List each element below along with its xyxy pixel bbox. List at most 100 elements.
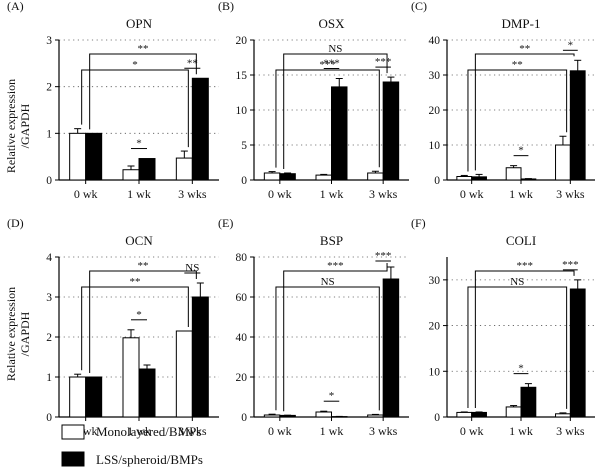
sig-bracket-label-f-3: *** xyxy=(516,260,533,272)
sig-bracket-label-b-2: *** xyxy=(319,59,336,71)
x-tick-label-f-1: 1 wk xyxy=(509,424,533,438)
y-tick-label-b-4: 20 xyxy=(236,35,248,47)
sig-bracket-label-c-3: ** xyxy=(519,43,530,55)
ylabel-bottom-line2: /GAPDH xyxy=(18,311,32,356)
sig-label-b-1: *** xyxy=(375,56,392,68)
legend-swatch-monolayered xyxy=(61,424,85,440)
chart-title-d: OCN xyxy=(125,233,153,248)
y-tick-label-c-2: 20 xyxy=(429,105,441,117)
sig-label-a-0: * xyxy=(136,138,142,150)
bar-a-lss-0 xyxy=(85,132,103,181)
sig-label-b-0: *** xyxy=(323,58,340,70)
bar-b-lss-0 xyxy=(279,173,296,181)
panel-label-c: (C) xyxy=(411,0,427,13)
sig-label-f-1: *** xyxy=(562,259,579,271)
sig-bracket-label-a-2: * xyxy=(132,59,138,71)
sig-label-c-1: * xyxy=(568,39,574,51)
y-tick-label-e-4: 80 xyxy=(236,252,248,264)
x-tick-label-a-0: 0 wk xyxy=(74,187,98,201)
sig-bracket-d-3 xyxy=(89,270,197,373)
y-axis-label-bottom: Relative expression /GAPDH xyxy=(4,287,32,381)
y-tick-label-f-0: 0 xyxy=(434,412,440,424)
y-tick-label-c-3: 30 xyxy=(429,70,441,82)
sig-bracket-e-2 xyxy=(275,286,380,411)
x-tick-label-c-0: 0 wk xyxy=(460,187,484,201)
panel-label-f: (F) xyxy=(411,216,426,230)
x-tick-label-e-1: 1 wk xyxy=(320,424,344,438)
x-tick-label-b-2: 3 wks xyxy=(369,187,398,201)
x-tick-label-b-0: 0 wk xyxy=(268,187,292,201)
y-tick-label-d-3: 3 xyxy=(46,292,52,304)
y-tick-label-a-1: 1 xyxy=(46,128,52,140)
y-tick-label-a-2: 2 xyxy=(46,82,52,94)
y-tick-label-f-1: 10 xyxy=(429,366,441,378)
sig-bracket-e-3 xyxy=(283,263,388,412)
sig-bracket-b-3 xyxy=(283,53,388,169)
sig-label-c-0: * xyxy=(518,145,524,157)
bar-a-monolayered-0 xyxy=(69,132,87,181)
bar-d-monolayered-0 xyxy=(69,376,87,418)
sig-label-d-1: NS xyxy=(185,262,199,274)
legend: Monolayered/BMPs LSS/spheroid/BMPs xyxy=(61,424,203,467)
y-tick-label-b-3: 15 xyxy=(236,70,248,82)
x-tick-label-c-2: 3 wks xyxy=(556,187,585,201)
y-tick-label-c-0: 0 xyxy=(434,175,440,187)
sig-bracket-label-b-3: NS xyxy=(328,43,342,55)
y-tick-label-b-1: 5 xyxy=(241,140,247,152)
bar-d-monolayered-2 xyxy=(175,330,193,418)
bar-b-monolayered-1 xyxy=(315,174,332,181)
sig-bracket-f-2 xyxy=(467,286,568,409)
y-tick-label-d-2: 2 xyxy=(46,332,52,344)
y-tick-label-b-2: 10 xyxy=(236,105,248,117)
bar-a-monolayered-2 xyxy=(175,157,193,181)
y-tick-label-b-0: 0 xyxy=(241,175,247,187)
bar-b-lss-2 xyxy=(382,81,400,181)
sig-label-f-0: * xyxy=(518,363,524,375)
bar-f-lss-0 xyxy=(471,411,487,418)
y-tick-label-e-3: 60 xyxy=(236,292,248,304)
panel-label-d: (D) xyxy=(7,216,24,230)
chart-title-c: DMP-1 xyxy=(501,16,540,31)
bar-d-monolayered-1 xyxy=(122,337,140,418)
x-tick-label-c-1: 1 wk xyxy=(509,187,533,201)
x-tick-label-f-0: 0 wk xyxy=(460,424,484,438)
y-tick-label-c-4: 40 xyxy=(429,35,441,47)
bar-e-monolayered-1 xyxy=(315,411,332,418)
x-tick-label-f-2: 3 wks xyxy=(556,424,585,438)
sig-bracket-b-2 xyxy=(275,69,380,168)
chart-title-e: BSP xyxy=(320,233,343,248)
bar-f-monolayered-0 xyxy=(456,411,473,418)
x-tick-label-d-1: 1 wk xyxy=(127,424,151,438)
y-tick-label-a-3: 3 xyxy=(46,35,52,47)
bar-e-lss-2 xyxy=(382,278,400,418)
bar-c-lss-2 xyxy=(569,70,586,181)
sig-bracket-label-f-2: NS xyxy=(510,276,524,288)
sig-bracket-label-d-3: ** xyxy=(138,260,149,272)
bar-f-lss-1 xyxy=(520,386,537,418)
x-tick-label-e-2: 3 wks xyxy=(369,424,398,438)
x-tick-label-e-0: 0 wk xyxy=(268,424,292,438)
x-tick-label-a-2: 3 wks xyxy=(178,187,207,201)
bar-b-monolayered-2 xyxy=(367,172,384,181)
bar-c-monolayered-2 xyxy=(555,144,571,181)
sig-label-d-0: * xyxy=(136,309,142,321)
y-tick-label-d-4: 4 xyxy=(46,252,52,264)
ylabel-top-line2: /GAPDH xyxy=(18,103,32,148)
y-tick-label-f-3: 30 xyxy=(429,275,441,287)
bar-c-monolayered-1 xyxy=(505,167,522,181)
bar-c-lss-0 xyxy=(471,176,487,181)
bar-d-lss-0 xyxy=(85,376,103,418)
x-tick-label-a-1: 1 wk xyxy=(127,187,151,201)
sig-bracket-c-3 xyxy=(474,53,575,171)
y-tick-label-c-1: 10 xyxy=(429,140,441,152)
bar-a-monolayered-1 xyxy=(122,169,140,181)
legend-label-monolayered: Monolayered/BMPs xyxy=(96,424,201,439)
bar-d-lss-1 xyxy=(138,368,156,418)
bar-e-monolayered-2 xyxy=(367,414,384,418)
